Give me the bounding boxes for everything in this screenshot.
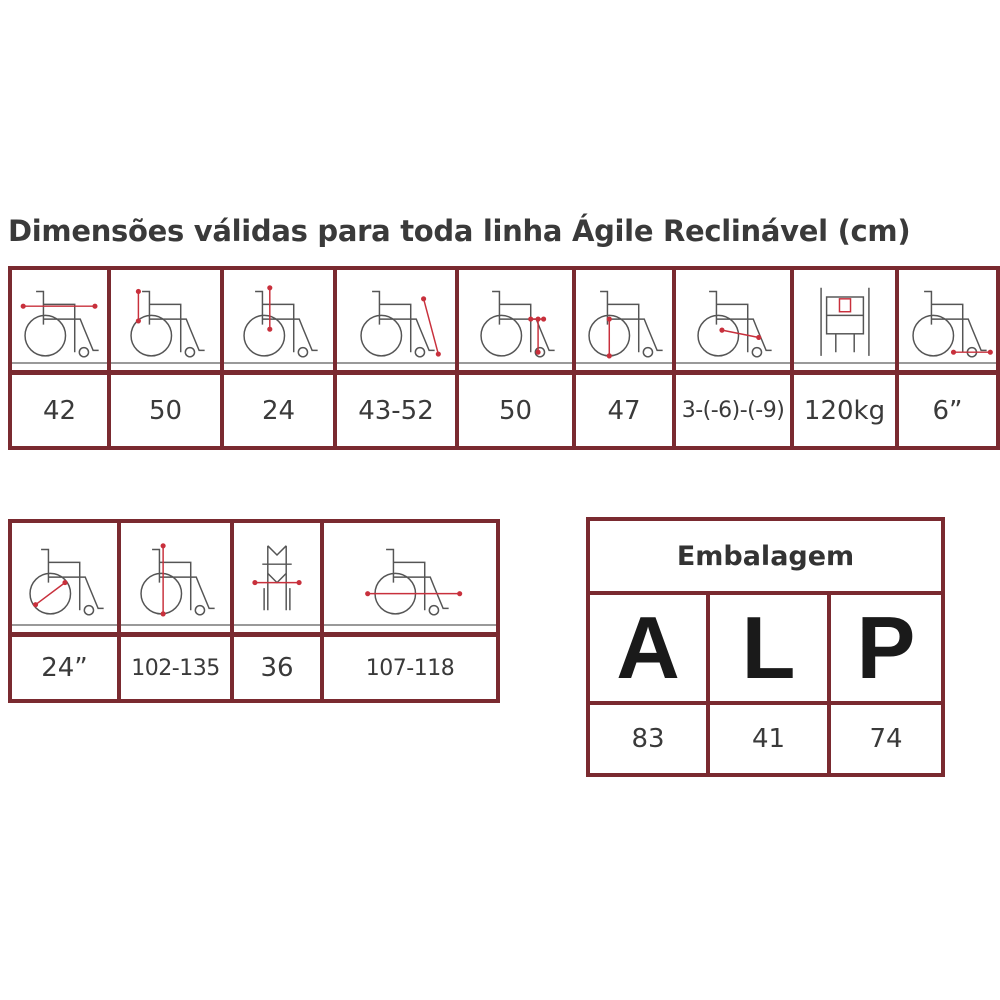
dimension-value: 50	[498, 395, 533, 426]
packaging-title: Embalagem	[676, 540, 855, 572]
packaging-letter: L	[741, 598, 796, 697]
table2-value-cell: 24”	[12, 637, 121, 699]
dimension-value: 47	[607, 395, 641, 426]
dimension-value: 50	[148, 395, 183, 426]
total-length-icon	[365, 548, 463, 616]
table1-value-cell: 50	[459, 375, 576, 446]
packaging-value-cell: 41	[710, 705, 831, 773]
table1-icon-cell	[576, 270, 676, 370]
caster-wheel-icon	[911, 290, 993, 358]
packaging-value-cell: 74	[831, 705, 941, 773]
table1-icon-cell	[459, 270, 576, 370]
leg-length-icon	[360, 290, 441, 358]
table2-icon-cell	[121, 523, 234, 632]
dimension-value: 42	[42, 395, 77, 426]
table1-icon-cell	[337, 270, 459, 370]
total-height-icon	[139, 542, 215, 616]
table1-value-cell: 3-(-6)-(-9)	[676, 375, 794, 446]
table1-icon-cell	[794, 270, 899, 370]
table1-icon-cell	[111, 270, 224, 370]
packaging-letter: P	[856, 598, 916, 697]
packaging-letter-cell: A	[590, 595, 710, 701]
dimension-value: 24”	[41, 653, 88, 683]
table1-value-cell: 42	[12, 375, 111, 446]
armrest-height-icon	[242, 285, 318, 358]
folded-width-icon	[252, 544, 302, 610]
table1-icon-cell	[224, 270, 337, 370]
table2-value-cell: 107-118	[324, 637, 496, 699]
table1-value-cell: 120kg	[794, 375, 899, 446]
dimension-value: 107-118	[365, 655, 455, 681]
dimensions-table-2: 24” 102-135 36 107-118	[8, 519, 500, 703]
seat-height-icon	[479, 290, 555, 358]
dimension-value: 102-135	[131, 655, 220, 681]
table1-icon-cell	[12, 270, 111, 370]
table2-icon-cell	[324, 523, 496, 632]
packaging-letter: A	[616, 598, 680, 697]
seat-floor-height-icon	[588, 290, 663, 359]
table2-icon-cell	[12, 523, 121, 632]
packaging-value: 74	[869, 724, 903, 754]
table1-value-cell: 47	[576, 375, 676, 446]
table2-value-cell: 102-135	[121, 637, 234, 699]
backrest-height-icon	[129, 288, 205, 358]
packaging-value: 41	[751, 724, 786, 754]
table1-value-cell: 6”	[899, 375, 996, 446]
table1-value-cell: 24	[224, 375, 337, 446]
dimension-value: 3-(-6)-(-9)	[681, 398, 785, 423]
table1-icon-cell	[899, 270, 996, 370]
page-title: Dimensões válidas para toda linha Ágile …	[8, 214, 911, 248]
dimension-value: 24	[261, 395, 296, 426]
table2-icon-cell	[234, 523, 324, 632]
dimension-value: 36	[260, 653, 294, 683]
table1-value-cell: 43-52	[337, 375, 459, 446]
rear-wheel-diameter-icon	[28, 548, 104, 616]
dimension-value: 43-52	[358, 395, 434, 426]
table1-icon-cell	[676, 270, 794, 370]
dimensions-table-1: 42 50 24 43-52 50 47 3-(-6)-(-9) 120kg 6”	[8, 266, 1000, 450]
packaging-letter-cell: P	[831, 595, 941, 701]
packaging-value: 83	[631, 724, 665, 754]
table1-value-cell: 50	[111, 375, 224, 446]
packaging-value-cell: 83	[590, 705, 710, 773]
dimension-value: 6”	[932, 395, 963, 426]
dimension-value: 120kg	[803, 395, 886, 426]
seat-depth-icon	[697, 290, 772, 358]
seat-width-icon	[20, 290, 99, 358]
max-weight-icon	[819, 287, 870, 356]
packaging-letter-cell: L	[710, 595, 831, 701]
table2-value-cell: 36	[234, 637, 324, 699]
